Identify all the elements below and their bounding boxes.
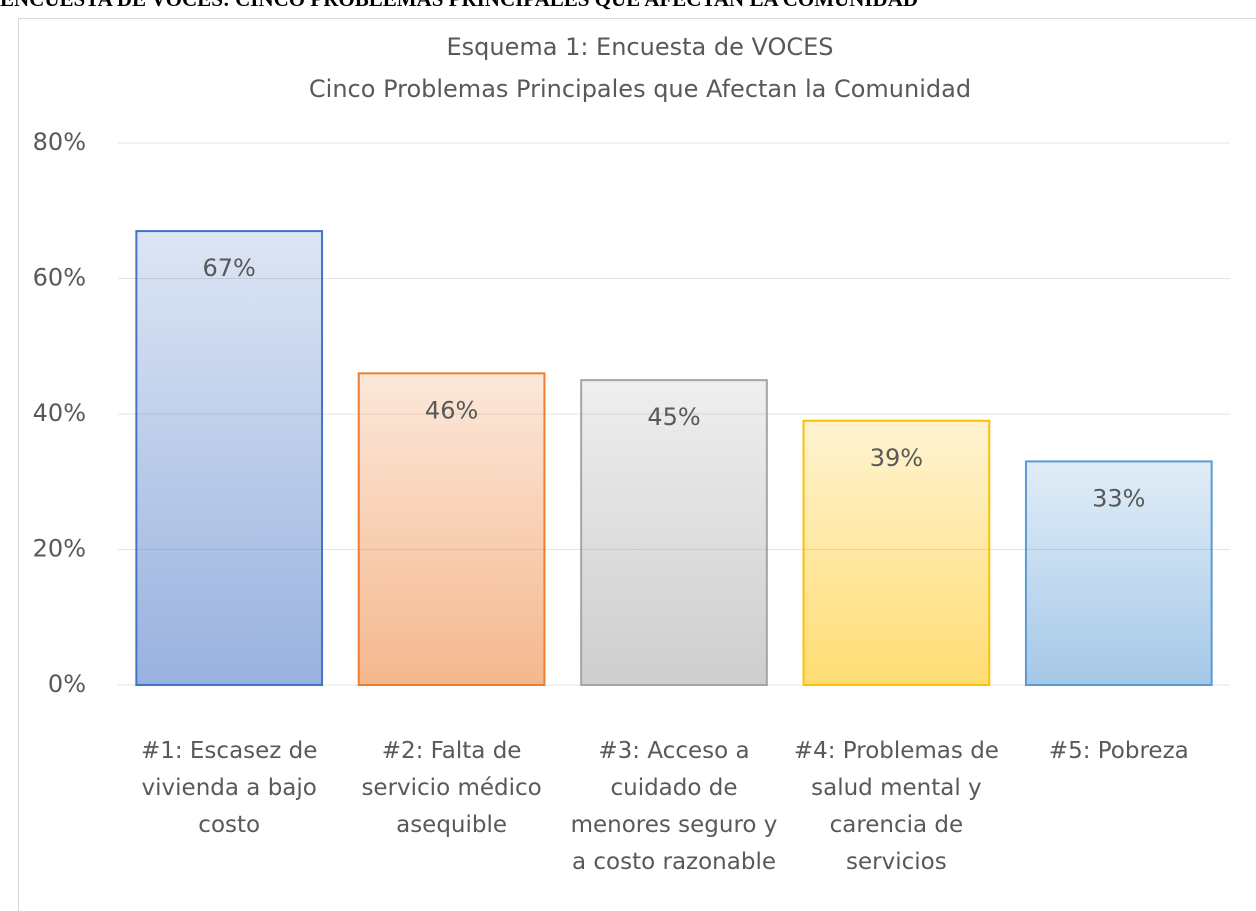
bar bbox=[580, 379, 768, 686]
y-tick-label: 20% bbox=[33, 535, 86, 563]
value-label: 33% bbox=[1092, 484, 1145, 512]
x-tick-label: #3: Acceso a cuidado de menores seguro y… bbox=[570, 738, 778, 875]
value-label: 46% bbox=[425, 396, 478, 424]
x-tick-label: #2: Falta de servicio médico asequible bbox=[361, 738, 542, 838]
bar bbox=[357, 372, 546, 686]
chart-title: Esquema 1: Encuesta de VOCES bbox=[446, 33, 833, 61]
value-label: 67% bbox=[203, 254, 256, 282]
chart-subtitle: Cinco Problemas Principales que Afectan … bbox=[309, 75, 971, 103]
bar bbox=[802, 419, 991, 686]
heading: ENCUESTA DE VOCES: CINCO PROBLEMAS PRINC… bbox=[0, 0, 1256, 12]
chart-frame bbox=[18, 18, 1256, 911]
y-tick-label: 0% bbox=[48, 670, 86, 698]
bar bbox=[1024, 460, 1213, 686]
x-tick-label: #1: Escasez de vivienda a bajo costo bbox=[140, 738, 318, 838]
y-tick-label: 80% bbox=[33, 128, 86, 156]
value-label: 39% bbox=[870, 444, 923, 472]
x-tick-label: #5: Pobreza bbox=[1048, 738, 1189, 764]
y-tick-label: 40% bbox=[33, 399, 86, 427]
value-label: 45% bbox=[647, 403, 700, 431]
x-tick-label: #4: Problemas de salud mental y carencia… bbox=[793, 738, 999, 875]
y-tick-label: 60% bbox=[33, 264, 86, 292]
bar bbox=[135, 230, 324, 686]
